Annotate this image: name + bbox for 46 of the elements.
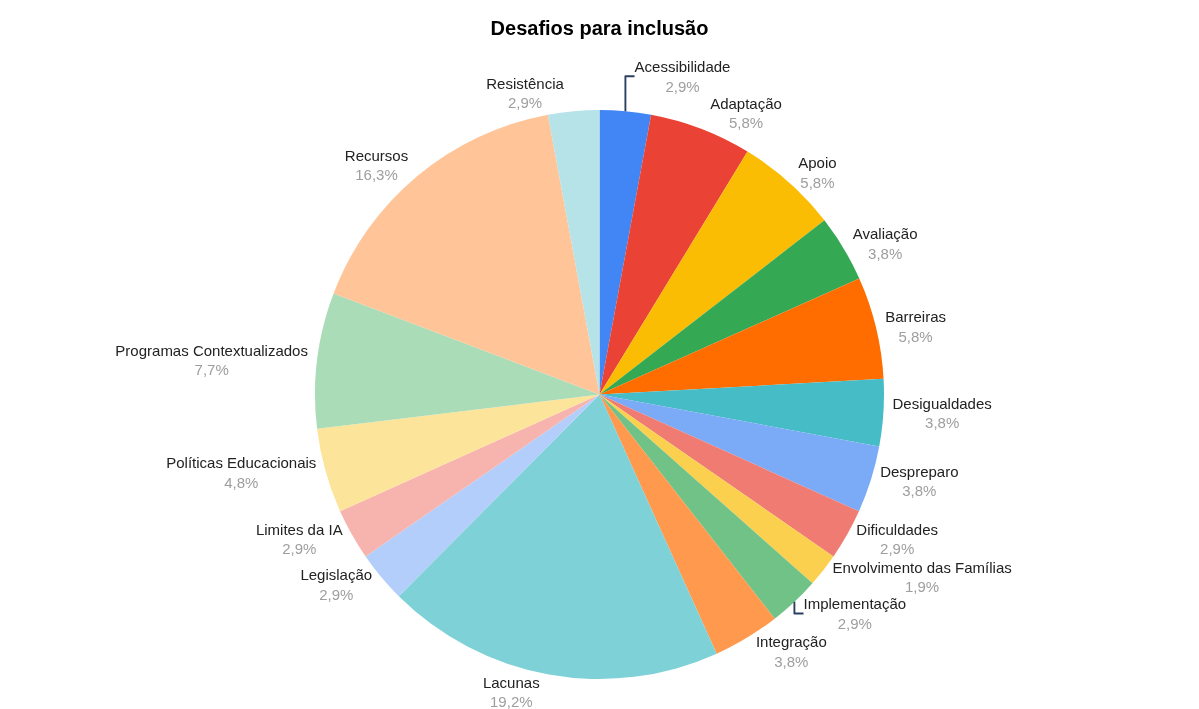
pie-slice (599, 278, 884, 395)
data-label: 3,8% (925, 414, 960, 432)
slice-label: Barreiras (885, 308, 946, 326)
data-label: 2,9% (282, 540, 317, 558)
slice-label: Recursos (344, 146, 409, 164)
slice-label: Resistência (486, 74, 565, 92)
slice-label: Desigualdades (892, 394, 992, 412)
slice-label: Despreparo (880, 462, 959, 480)
slice-label: Acessibilidade (634, 58, 731, 76)
data-label: 3,8% (868, 244, 903, 262)
pie-slice (599, 394, 859, 557)
slice-label: Implementação (803, 595, 907, 613)
slice-label: Programas Contextualizados (115, 341, 308, 359)
slice-label: Dificuldades (856, 520, 939, 538)
slice-label: Adaptação (710, 94, 782, 112)
slice-label: Integração (755, 633, 827, 651)
pie-slice (315, 293, 600, 429)
data-label: 2,9% (880, 540, 915, 558)
pie-slice (317, 394, 600, 512)
chart-title: Desafios para inclusão (490, 17, 709, 40)
data-label: 19,2% (490, 693, 533, 709)
pie-slice (398, 394, 717, 679)
pie-slice (599, 378, 884, 447)
slice-label: Limites da IA (255, 520, 343, 538)
slice-label: Lacunas (482, 673, 540, 691)
slice-label: Envolvimento das Famílias (832, 558, 1012, 576)
data-label: 5,8% (728, 114, 764, 132)
data-label: 3,8% (902, 482, 937, 500)
data-label: 2,9% (319, 585, 354, 603)
data-label: 5,8% (800, 173, 835, 191)
pie-slice (547, 110, 600, 395)
pie-slice (599, 394, 880, 512)
data-label: 4,8% (224, 473, 259, 491)
data-label: 7,7% (194, 361, 229, 379)
data-label: 16,3% (355, 166, 398, 184)
slice-label: Apoio (798, 154, 837, 172)
data-label: 2,9% (665, 77, 700, 95)
data-label: 2,9% (837, 614, 872, 632)
data-label: 1,9% (905, 578, 940, 596)
pie-slice (333, 114, 600, 395)
data-label: 2,9% (507, 94, 543, 112)
slice-label: Avaliação (852, 225, 918, 243)
slice-label: Políticas Educacionais (166, 454, 317, 472)
slice-label: Legislação (300, 566, 373, 584)
data-label: 5,8% (898, 327, 933, 345)
data-label: 3,8% (774, 652, 809, 670)
